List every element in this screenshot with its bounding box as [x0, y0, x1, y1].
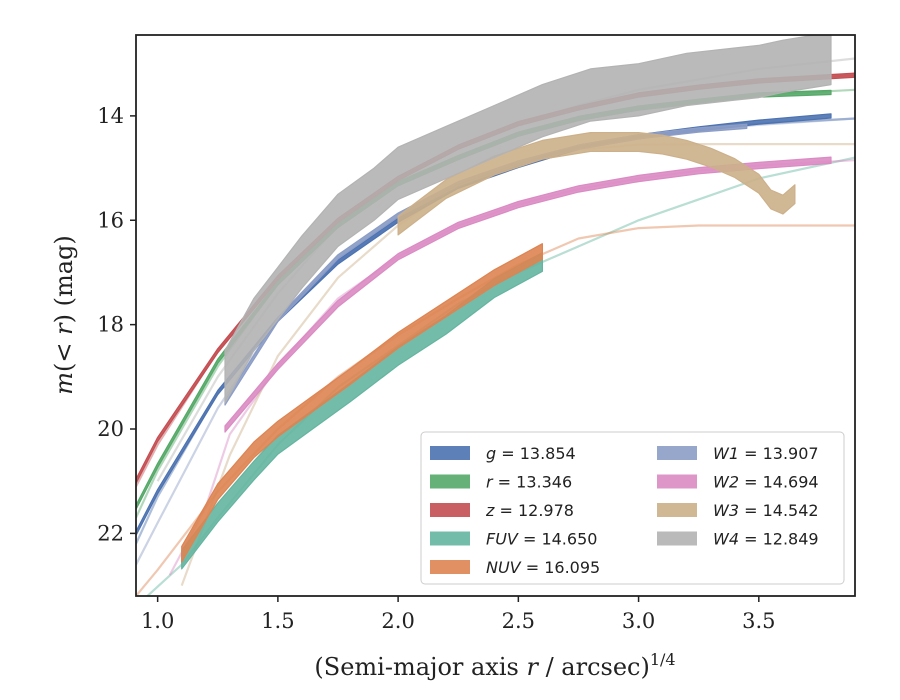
y-axis-label-m: m: [50, 372, 78, 395]
data-band-w4: [224, 35, 832, 404]
legend-swatch-g: [430, 446, 470, 460]
data-band-w3: [397, 132, 796, 236]
legend-swatch-r: [430, 474, 470, 489]
legend-swatch-w1: [657, 446, 697, 460]
x-tick-label: 1.5: [261, 609, 294, 633]
x-tick-label: 2.0: [381, 609, 414, 633]
x-axis-label-var: r: [526, 653, 539, 681]
legend-label-g: g = 13.854: [486, 444, 576, 463]
legend-swatch-fuv: [430, 531, 470, 546]
x-tick-label: 3.0: [622, 609, 655, 633]
legend-label-nuv: NUV = 16.095: [486, 558, 600, 577]
legend-swatch-w4: [657, 531, 697, 546]
y-axis-label-r: r: [50, 322, 78, 335]
y-tick-label: 14: [97, 104, 124, 128]
data-band-nuv: [181, 243, 544, 563]
y-axis-ticks: 14 16 18 20 22: [97, 104, 136, 545]
legend-box: [420, 431, 845, 585]
legend-label-w4: W4 = 12.849: [713, 530, 819, 549]
legend-label-w2: W2 = 14.694: [713, 473, 819, 492]
legend-label-w1: W1 = 13.907: [713, 444, 819, 463]
legend-label-fuv: FUV = 14.650: [486, 530, 597, 549]
y-tick-label: 22: [97, 521, 124, 545]
x-axis-label-exponent: 1/4: [650, 650, 676, 669]
legend-swatch-w3: [657, 503, 697, 517]
y-tick-label: 16: [97, 208, 124, 232]
x-tick-label: 3.5: [742, 609, 775, 633]
data-bands: [136, 35, 855, 570]
legend-label-z: z = 12.978: [485, 501, 574, 520]
data-band-w2: [224, 156, 832, 433]
plot-frame: [135, 34, 856, 597]
x-axis-label-main: (Semi-major axis: [314, 653, 526, 681]
legend-entries: g = 13.854 r = 13.346 z = 12.978 FUV = 14.6…: [430, 444, 819, 577]
y-tick-label: 20: [97, 417, 124, 441]
y-axis-label-mid: (<: [50, 335, 78, 372]
legend-label-r: r = 13.346: [486, 473, 572, 492]
y-axis-label-end: ) (mag): [50, 235, 78, 323]
legend: g = 13.854 r = 13.346 z = 12.978 FUV = 14.6…: [420, 431, 845, 585]
legend-swatch-z: [430, 503, 470, 517]
x-axis-label: (Semi-major axis r / arcsec)1/4: [314, 650, 675, 681]
legend-swatch-w2: [657, 474, 697, 489]
x-tick-label: 2.5: [502, 609, 535, 633]
legend-label-w3: W3 = 14.542: [713, 501, 819, 520]
y-tick-label: 18: [97, 313, 124, 337]
x-axis-label-rest: / arcsec): [538, 653, 650, 681]
legend-swatch-nuv: [430, 560, 470, 574]
x-axis-ticks: 1.0 1.5 2.0 2.5 3.0 3.5: [141, 596, 776, 633]
x-tick-label: 1.0: [141, 609, 174, 633]
y-axis-label: m(< r) (mag): [50, 235, 78, 395]
